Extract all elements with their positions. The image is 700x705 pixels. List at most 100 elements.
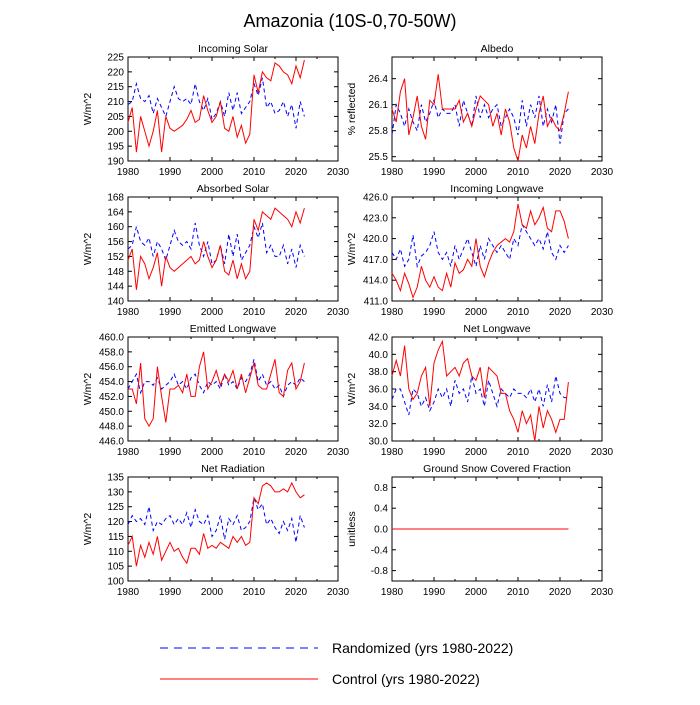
- y-axis-label: W/m^2: [346, 233, 358, 266]
- series-line-randomized: [127, 77, 305, 129]
- legend: Randomized (yrs 1980-2022) Control (yrs …: [160, 640, 513, 687]
- panel-1: Incoming Solar W/m^2 1980 1990 2000 2010 2020 2…: [82, 43, 350, 178]
- x-tick-label: 2010: [507, 307, 530, 318]
- x-tick-label: 1990: [423, 167, 446, 178]
- x-tick-label: 1990: [159, 587, 182, 598]
- panel-8: Ground Snow Covered Fraction unitless 1980…: [346, 463, 614, 598]
- series-line-randomized: [391, 375, 569, 416]
- plot-frame: [391, 196, 603, 302]
- panel-title: Emitted Longwave: [190, 323, 277, 335]
- y-tick-label: 160: [107, 222, 124, 233]
- series-line-control: [127, 207, 305, 290]
- x-tick-label: 2010: [243, 587, 266, 598]
- y-tick-label: 120: [107, 517, 124, 528]
- y-tick-label: 42.0: [369, 333, 389, 344]
- y-tick-label: 456.0: [99, 362, 124, 373]
- y-tick-label: 446.0: [99, 437, 124, 448]
- y-tick-label: 215: [107, 82, 124, 93]
- legend-randomized-label: Randomized (yrs 1980-2022): [332, 640, 513, 656]
- x-tick-label: 2020: [285, 587, 308, 598]
- panel-title: Incoming Solar: [198, 43, 269, 55]
- panel-title: Absorbed Solar: [197, 183, 270, 195]
- panel-2: Albedo % reflected 1980 1990 2000 2010 2020 203…: [346, 43, 614, 178]
- x-tick-label: 2010: [243, 307, 266, 318]
- series-line-control: [391, 74, 569, 162]
- x-tick-label: 2020: [549, 587, 572, 598]
- legend-control-label: Control (yrs 1980-2022): [332, 671, 480, 687]
- y-tick-label: 140: [107, 297, 124, 308]
- y-tick-label: 34.0: [369, 402, 389, 413]
- x-tick-label: 1980: [381, 307, 404, 318]
- panel-title: Net Radiation: [201, 463, 265, 475]
- x-tick-label: 1980: [117, 307, 140, 318]
- y-axis-label: % reflected: [346, 83, 358, 136]
- x-tick-label: 2010: [507, 167, 530, 178]
- y-tick-label: 135: [107, 473, 124, 484]
- x-tick-label: 2020: [285, 307, 308, 318]
- x-tick-label: 2000: [201, 167, 224, 178]
- y-tick-label: 420.0: [363, 234, 388, 245]
- x-tick-label: 1980: [117, 587, 140, 598]
- y-tick-label: 0.8: [374, 483, 388, 494]
- y-axis-label: W/m^2: [82, 233, 94, 266]
- x-tick-label: 2030: [327, 447, 350, 458]
- x-tick-label: 1980: [117, 447, 140, 458]
- y-tick-label: 144: [107, 282, 124, 293]
- y-tick-label: 115: [108, 532, 124, 543]
- y-axis-label: W/m^2: [346, 373, 358, 406]
- series-line-control: [391, 339, 569, 442]
- y-tick-label: 411.0: [364, 297, 389, 308]
- y-tick-label: 26.1: [369, 100, 389, 111]
- plot-frame: [127, 336, 339, 442]
- y-tick-label: 105: [107, 562, 124, 573]
- y-tick-label: 220: [107, 67, 124, 78]
- y-axis-label: W/m^2: [82, 513, 94, 546]
- y-axis-label: unitless: [346, 511, 358, 547]
- x-tick-label: 2010: [507, 587, 530, 598]
- x-tick-label: 2020: [285, 447, 308, 458]
- series-line-control: [391, 203, 569, 300]
- x-tick-label: 1980: [381, 167, 404, 178]
- series-line-control: [127, 481, 305, 567]
- x-tick-label: 1980: [381, 587, 404, 598]
- x-tick-label: 2010: [507, 447, 530, 458]
- y-tick-label: 100: [107, 577, 124, 588]
- panel-title: Incoming Longwave: [450, 183, 544, 195]
- x-tick-label: 2000: [465, 167, 488, 178]
- plot-frame: [127, 476, 339, 582]
- plot-frame: [127, 196, 339, 302]
- y-axis-label: W/m^2: [82, 93, 94, 126]
- y-tick-label: 452.0: [99, 392, 124, 403]
- panel-4: Incoming Longwave W/m^2 1980 1990 2000 2010 20…: [346, 183, 614, 318]
- x-tick-label: 2030: [591, 307, 614, 318]
- y-tick-label: 40.0: [369, 350, 389, 361]
- series-line-control: [127, 59, 305, 153]
- x-tick-label: 1980: [117, 167, 140, 178]
- y-tick-label: 458.0: [99, 347, 124, 358]
- y-tick-label: 152: [107, 252, 124, 263]
- x-tick-label: 2030: [327, 587, 350, 598]
- x-tick-label: 2030: [591, 167, 614, 178]
- y-tick-label: 26.4: [369, 74, 389, 85]
- x-tick-label: 2030: [327, 307, 350, 318]
- x-tick-label: 2020: [549, 167, 572, 178]
- figure-title: Amazonia (10S-0,70-50W): [243, 11, 456, 31]
- panel-title: Albedo: [481, 43, 514, 55]
- y-tick-label: 110: [108, 547, 124, 558]
- series-line-randomized: [127, 495, 305, 543]
- y-tick-label: 148: [107, 267, 124, 278]
- x-tick-label: 2020: [549, 307, 572, 318]
- y-tick-label: 25.8: [369, 126, 389, 137]
- x-tick-label: 2000: [201, 447, 224, 458]
- y-tick-label: 36.0: [369, 385, 389, 396]
- y-tick-label: 156: [107, 237, 124, 248]
- y-tick-label: 423.0: [363, 213, 388, 224]
- x-tick-label: 2030: [591, 587, 614, 598]
- y-tick-label: 0.4: [374, 504, 388, 515]
- x-tick-label: 2030: [327, 167, 350, 178]
- y-tick-label: 38.0: [369, 367, 389, 378]
- y-tick-label: -0.4: [371, 545, 389, 556]
- y-axis-label: W/m^2: [82, 373, 94, 406]
